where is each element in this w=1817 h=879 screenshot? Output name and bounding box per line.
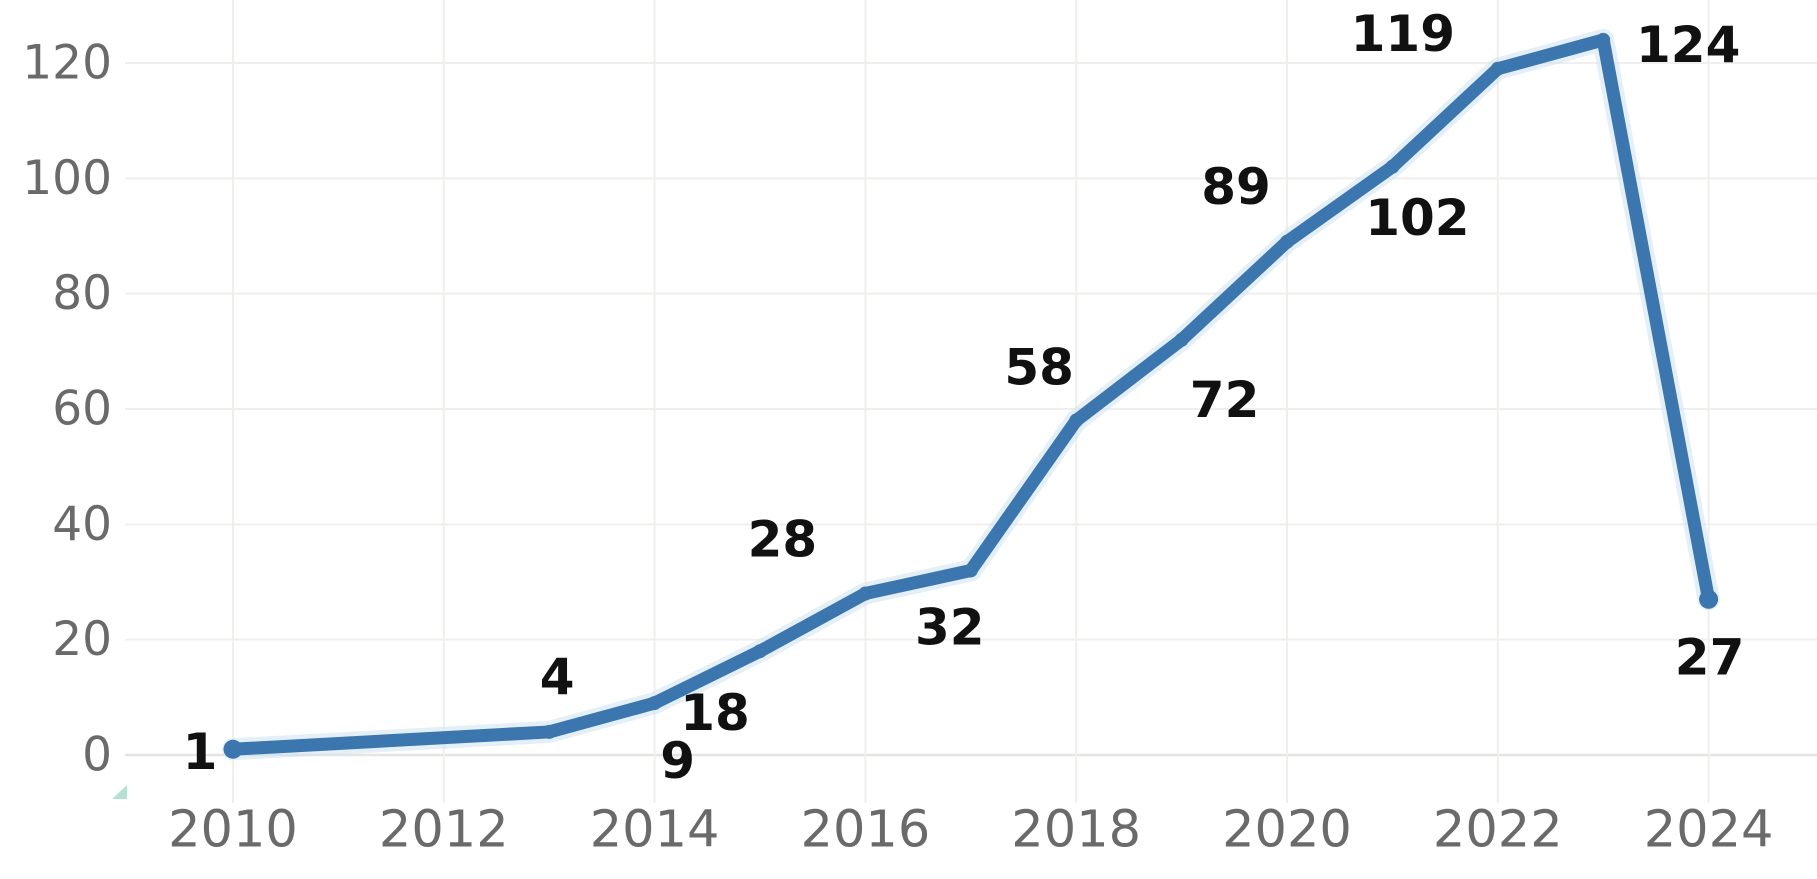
- vertical-gridlines: [232, 0, 1710, 803]
- artifact-mark-icon: [112, 785, 127, 799]
- data-point: [542, 724, 557, 739]
- data-point: [223, 739, 243, 759]
- x-tick-label: 2014: [590, 801, 720, 860]
- y-tick-label: 120: [22, 36, 112, 91]
- x-axis-tick-labels: 2010 2012 2014 2016 2018 2020 2022 2024: [168, 801, 1773, 860]
- y-tick-label: 40: [52, 497, 112, 552]
- data-point: [1174, 332, 1189, 347]
- x-tick-label: 2016: [801, 801, 931, 860]
- data-point: [647, 696, 662, 711]
- x-tick-label: 2010: [168, 801, 298, 860]
- data-point-label: 119: [1351, 5, 1455, 63]
- data-point-label: 102: [1365, 189, 1469, 247]
- y-tick-label: 0: [82, 728, 112, 783]
- data-point-label: 32: [915, 598, 985, 656]
- data-point-label: 72: [1190, 371, 1260, 429]
- data-point-markers: [223, 32, 1719, 759]
- horizontal-gridlines: [125, 62, 1817, 757]
- data-point-label: 89: [1201, 158, 1271, 216]
- data-point-label: 58: [1004, 339, 1074, 397]
- data-point: [1699, 589, 1719, 609]
- y-tick-label: 60: [52, 382, 112, 437]
- x-tick-label: 2018: [1011, 801, 1141, 860]
- data-point: [1596, 32, 1611, 47]
- data-point: [1280, 234, 1294, 249]
- y-tick-label: 80: [52, 266, 112, 321]
- data-point-label: 28: [748, 511, 818, 569]
- data-point: [1385, 159, 1400, 174]
- data-point-label: 124: [1636, 16, 1740, 74]
- y-tick-label: 100: [22, 151, 112, 206]
- x-tick-label: 2012: [379, 801, 509, 860]
- data-point: [753, 644, 767, 659]
- x-tick-label: 2020: [1222, 801, 1352, 860]
- data-point-label: 27: [1675, 628, 1745, 686]
- x-tick-label: 2022: [1433, 801, 1563, 860]
- y-axis-tick-labels: 0 20 40 60 80 100 120: [22, 36, 112, 783]
- data-point-labels: 1 4 918 28 32 58 72 89 102 119 124 27: [183, 5, 1745, 790]
- y-tick-label: 20: [52, 612, 112, 667]
- data-point-label: 4: [540, 648, 575, 706]
- x-tick-label: 2024: [1644, 801, 1774, 860]
- data-point: [1490, 61, 1505, 76]
- data-point: [1069, 413, 1084, 428]
- data-point-label: 1: [183, 723, 218, 781]
- data-point: [963, 563, 978, 578]
- data-point: [858, 586, 873, 601]
- data-point-label: 9: [660, 732, 695, 790]
- data-point-label: 18: [680, 684, 750, 742]
